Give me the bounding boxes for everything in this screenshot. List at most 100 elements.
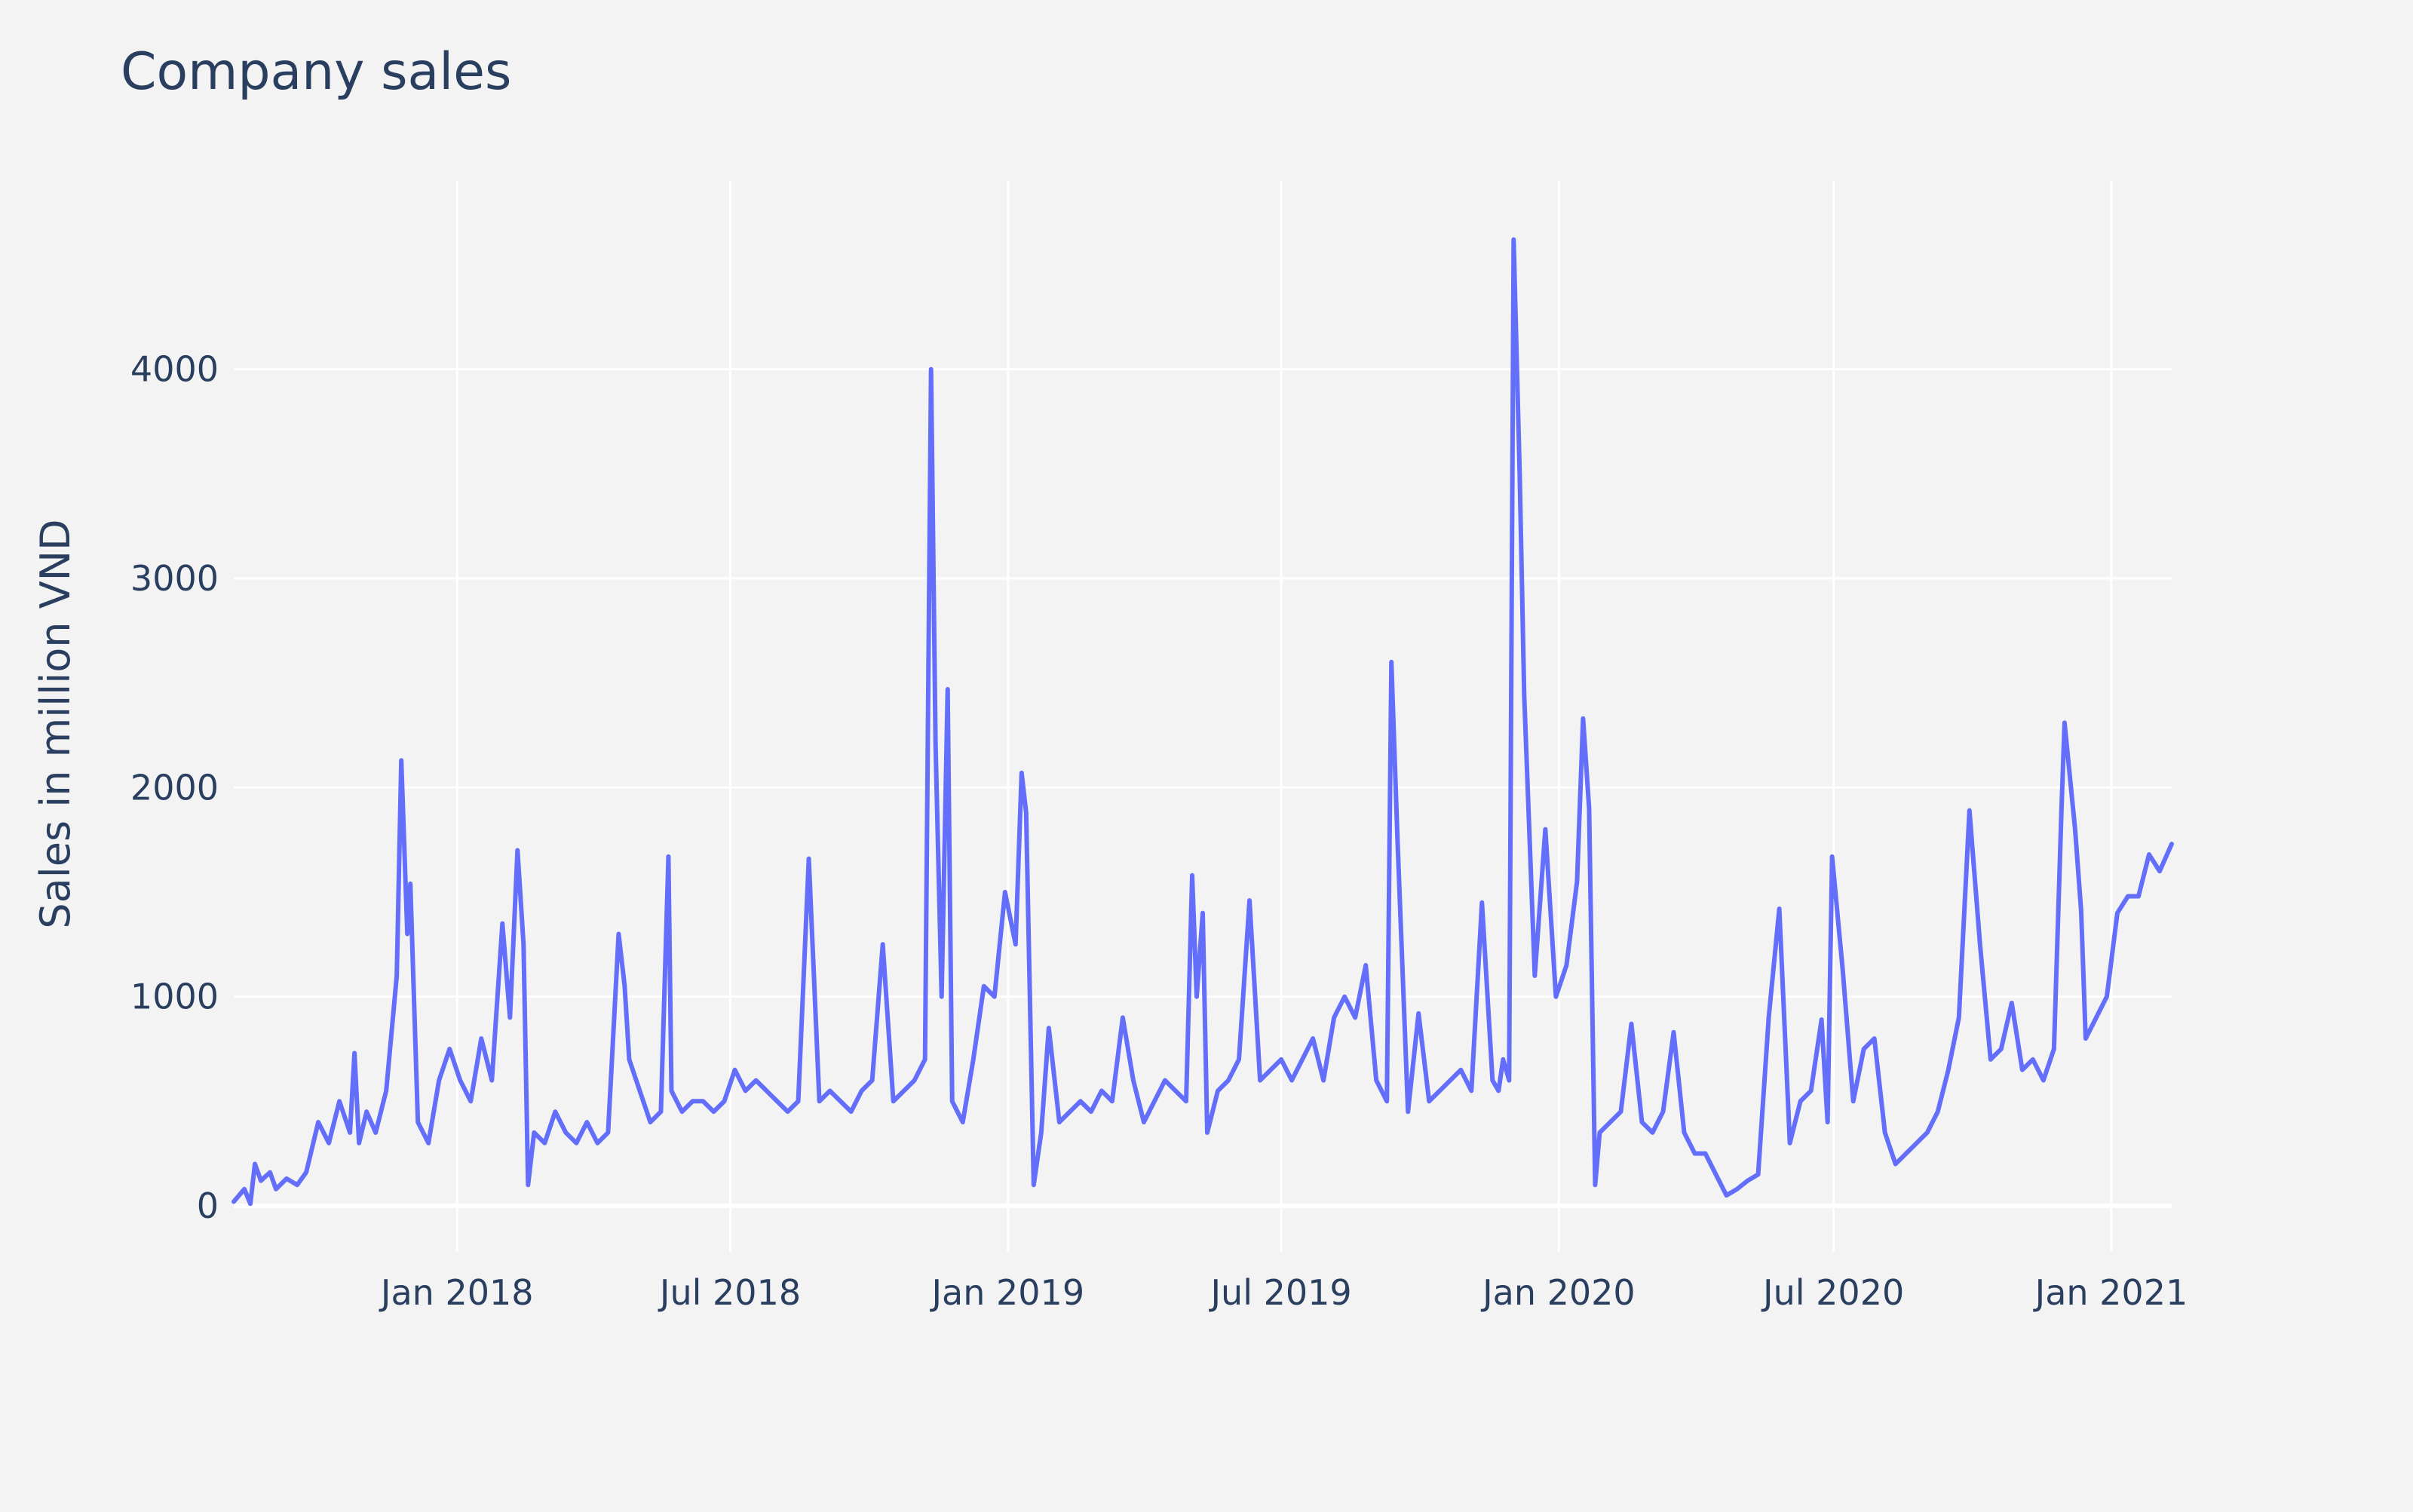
sales-data-point xyxy=(1694,1152,1696,1155)
sales-data-point xyxy=(491,1079,493,1081)
sales-data-point xyxy=(1555,995,1557,998)
sales-data-point xyxy=(1565,965,1568,967)
sales-data-point xyxy=(2084,1038,2086,1040)
sales-data-point xyxy=(269,1171,271,1173)
sales-data-point xyxy=(1020,771,1023,774)
sales-data-point xyxy=(1746,1179,1749,1182)
sales-data-point xyxy=(1588,808,1590,810)
sales-data-point xyxy=(744,1090,747,1092)
y-tick-label: 4000 xyxy=(130,349,219,390)
sales-data-point xyxy=(385,1090,388,1092)
sales-data-point xyxy=(1594,1184,1596,1186)
sales-data-point xyxy=(244,1188,246,1190)
sales-data-point xyxy=(250,1203,252,1205)
sales-data-point xyxy=(406,933,409,935)
sales-data-point xyxy=(1280,1058,1283,1060)
sales-data-point xyxy=(913,1079,915,1081)
sales-data-point xyxy=(1460,1069,1462,1071)
sales-data-point xyxy=(776,1100,778,1103)
sales-data-point xyxy=(517,849,519,851)
sales-data-point xyxy=(305,1171,308,1173)
sales-data-point xyxy=(2095,1017,2097,1019)
sales-data-point xyxy=(1736,1188,1738,1190)
sales-data-point xyxy=(1449,1079,1452,1081)
sales-data-point xyxy=(993,995,995,998)
sales-data-point xyxy=(1090,1111,1092,1113)
sales-data-point xyxy=(1662,1111,1664,1113)
sales-data-point xyxy=(1121,1017,1124,1019)
sales-data-point xyxy=(1069,1111,1071,1113)
sales-data-point xyxy=(1778,908,1780,910)
sales-data-point xyxy=(1386,1100,1388,1103)
sales-data-point xyxy=(565,1131,567,1133)
sales-data-point xyxy=(1323,1079,1325,1081)
sales-data-point xyxy=(786,1111,789,1113)
sales-data-point xyxy=(233,1201,235,1203)
sales-data-point xyxy=(1058,1121,1060,1124)
sales-data-point xyxy=(839,1100,842,1103)
sales-data-point xyxy=(1375,1079,1378,1081)
sales-data-point xyxy=(523,943,525,946)
sales-data-point xyxy=(1715,1173,1717,1176)
sales-data-point xyxy=(940,995,943,998)
sales-data-point xyxy=(417,1121,419,1124)
sales-data-point xyxy=(1439,1090,1441,1092)
sales-data-point xyxy=(892,1100,894,1103)
y-axis-tick-labels: 0 1000 2000 3000 4000 xyxy=(130,349,219,1226)
sales-data-point xyxy=(1958,1017,1960,1019)
sales-data-point xyxy=(1390,661,1393,663)
sales-data-point xyxy=(596,1142,599,1144)
sales-data-point xyxy=(1799,1100,1801,1103)
sales-data-point xyxy=(1683,1131,1685,1133)
sales-data-point xyxy=(1014,943,1016,946)
sales-data-point xyxy=(1040,1131,1042,1133)
sales-data-point xyxy=(1810,1090,1812,1092)
sales-data-point xyxy=(903,1090,905,1092)
sales-data-point xyxy=(628,1058,630,1060)
sales-data-point xyxy=(366,1111,368,1113)
sales-data-point xyxy=(544,1142,546,1144)
sales-data-point xyxy=(470,1100,472,1103)
sales-data-point xyxy=(438,1079,440,1081)
sales-data-point xyxy=(449,1047,451,1050)
sales-data-point xyxy=(2060,808,2062,810)
sales-data-point xyxy=(871,1079,873,1081)
sales-data-point xyxy=(1344,995,1346,998)
sales-data-point xyxy=(2158,870,2160,873)
sales-data-point xyxy=(2031,1058,2034,1060)
sales-data-point xyxy=(1651,1131,1654,1133)
sales-data-point xyxy=(260,1179,262,1182)
sales-data-point xyxy=(1111,1100,1113,1103)
sales-data-point xyxy=(1820,1019,1823,1021)
sales-data-point xyxy=(1354,1017,1357,1019)
sales-data-point xyxy=(702,1100,704,1103)
sales-data-point xyxy=(1599,1131,1601,1133)
sales-data-point xyxy=(480,1038,483,1040)
sales-data-point xyxy=(375,1131,377,1133)
sales-data-point xyxy=(755,1079,757,1081)
sales-data-point xyxy=(254,1163,256,1165)
sales-data-point xyxy=(1508,1079,1510,1081)
sales-data-point xyxy=(1725,1195,1728,1197)
sales-data-point xyxy=(951,1100,953,1103)
sales-data-point xyxy=(1905,1152,1907,1155)
sales-data-point xyxy=(2116,912,2118,914)
sales-data-point xyxy=(1185,1100,1187,1103)
sales-data-point xyxy=(1926,1131,1928,1133)
sales-data-point xyxy=(1100,1090,1102,1092)
sales-data-point xyxy=(501,922,504,925)
sales-data-point xyxy=(2080,909,2082,912)
sales-data-point xyxy=(1704,1152,1706,1155)
sales-data-point xyxy=(1534,974,1536,977)
x-tick-label: Jan 2019 xyxy=(929,1272,1084,1313)
sales-data-point xyxy=(428,1142,430,1144)
sales-data-point xyxy=(1757,1173,1759,1176)
sales-data-point xyxy=(1032,1184,1035,1186)
y-axis-title: Sales in million VND xyxy=(32,519,79,928)
sales-data-point xyxy=(818,1100,820,1103)
sales-data-point xyxy=(1502,1058,1504,1060)
sales-data-point xyxy=(946,688,949,690)
sales-data-point xyxy=(1936,1111,1939,1113)
